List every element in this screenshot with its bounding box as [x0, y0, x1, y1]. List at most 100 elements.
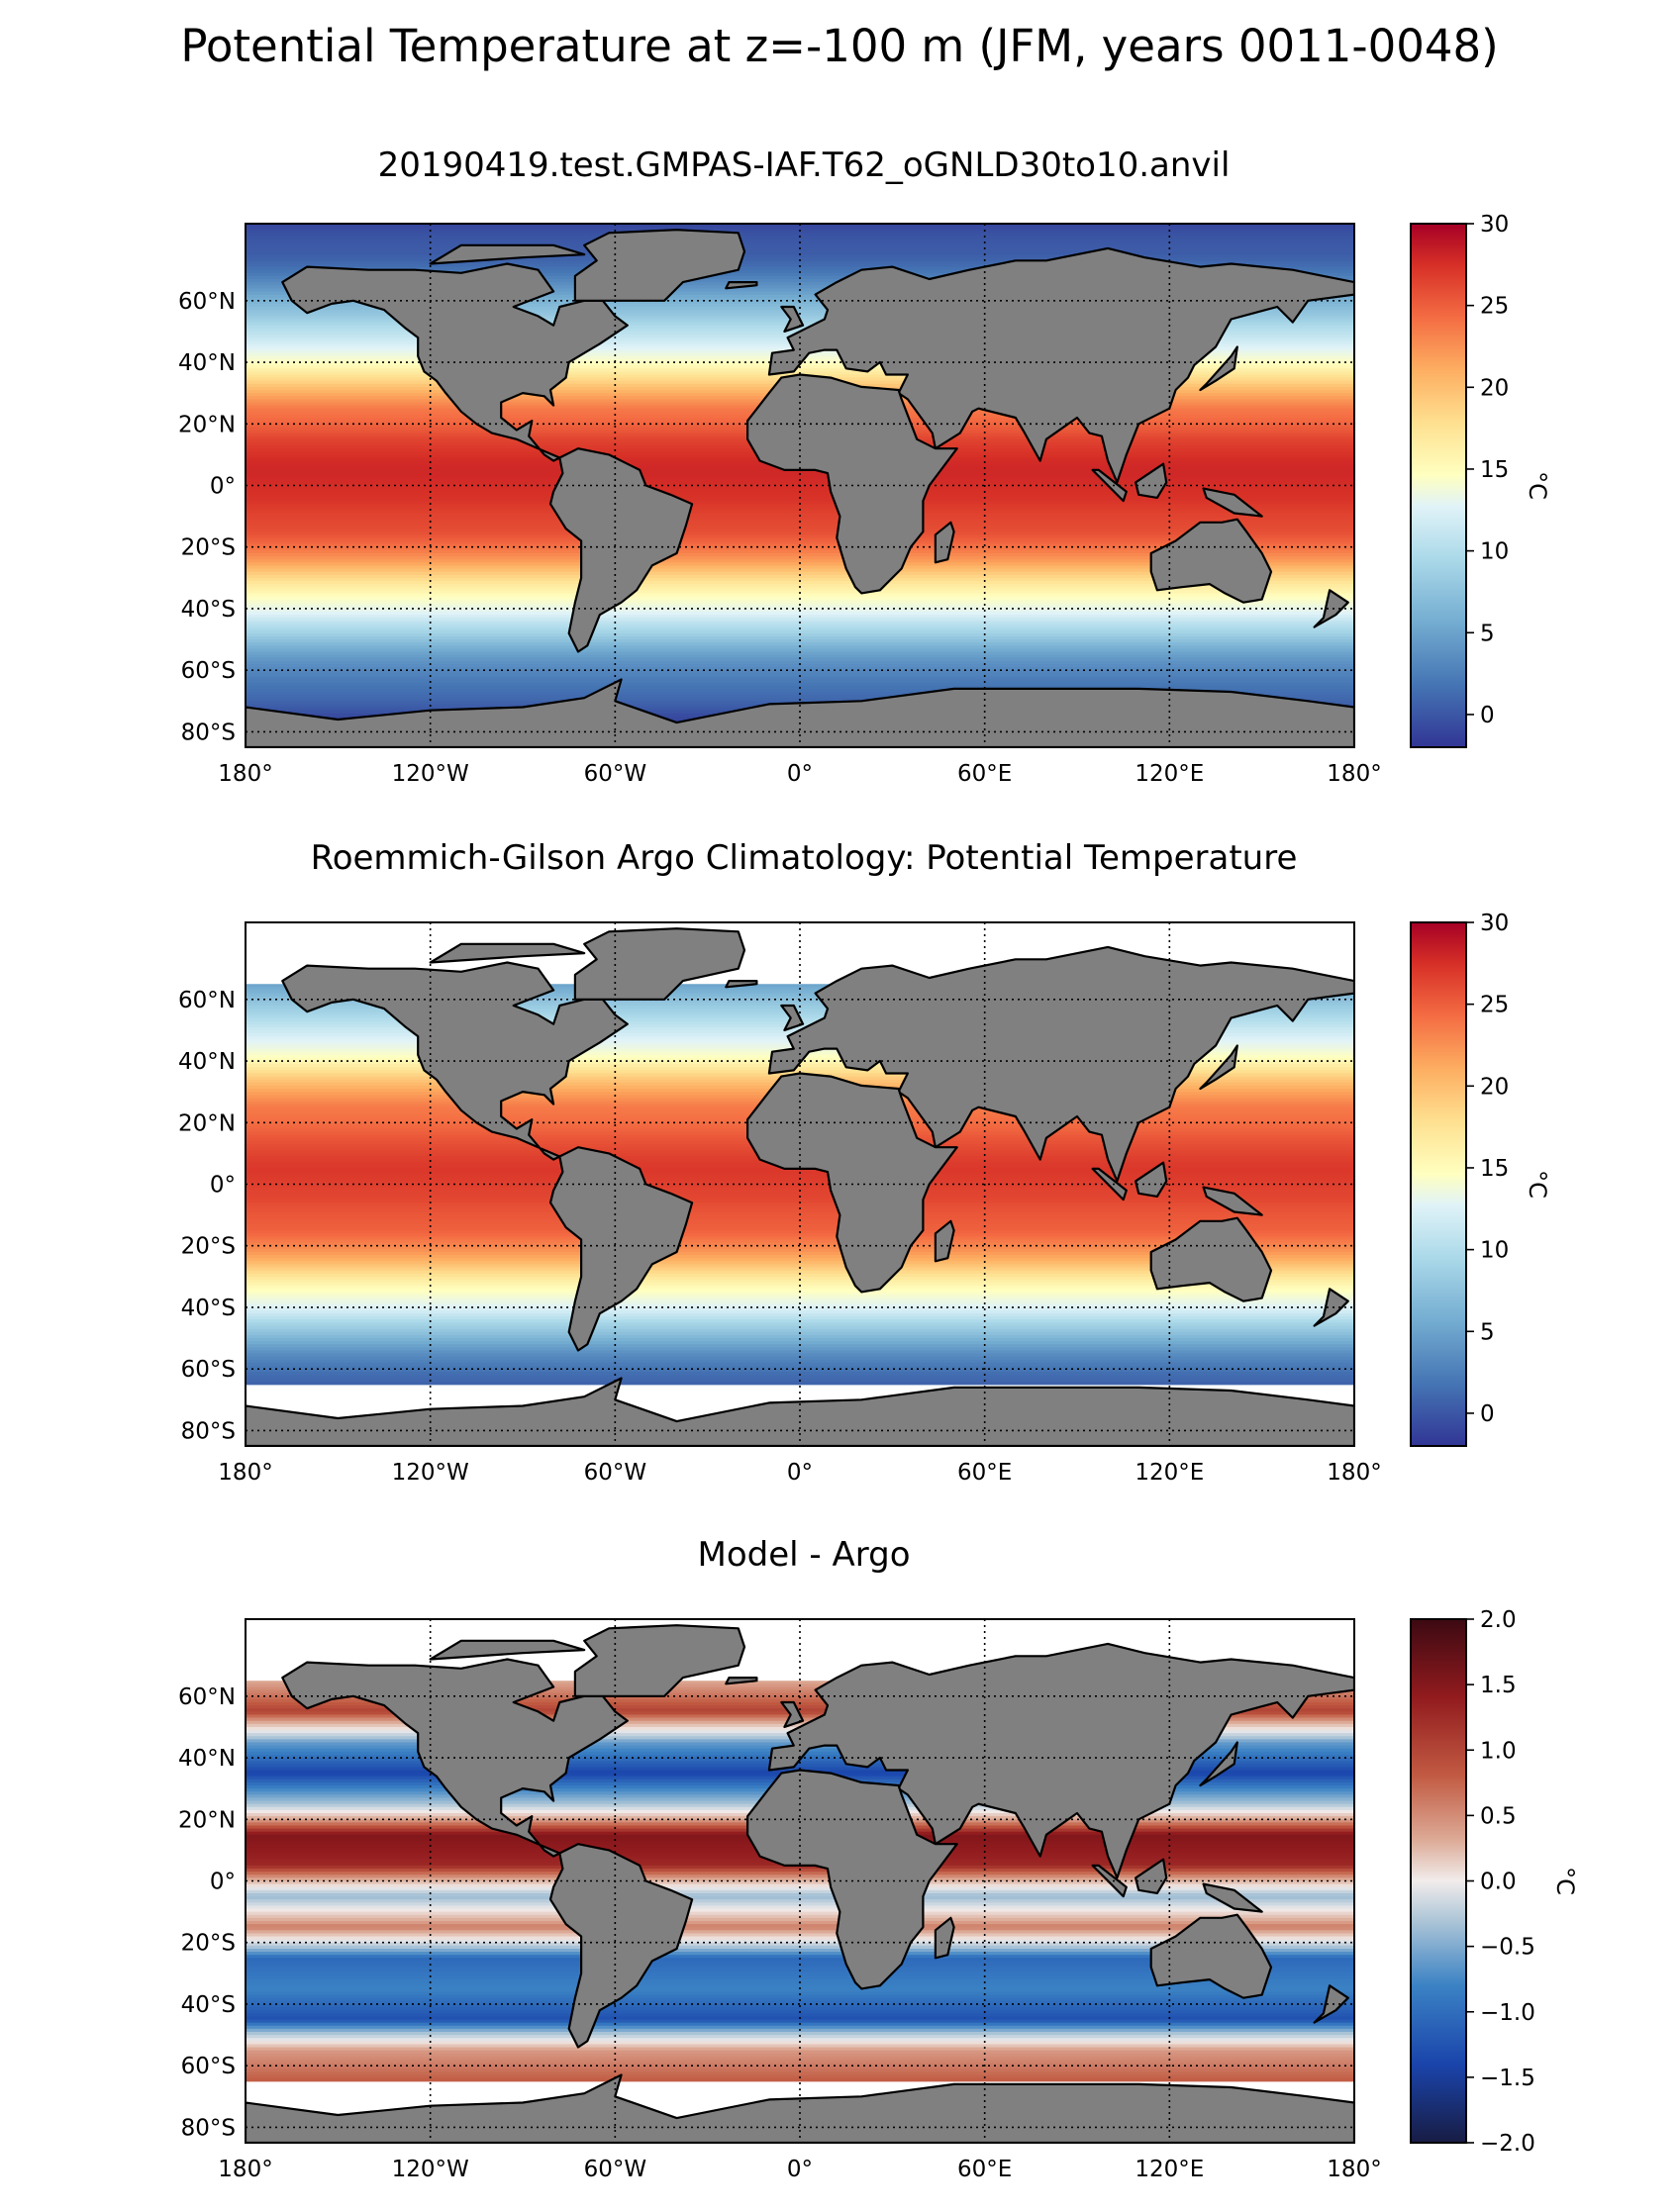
y-tick-label: 80°S: [181, 1418, 236, 1444]
land-polygon: [1313, 589, 1349, 628]
colorbar-tick-label: 0: [1480, 1401, 1495, 1427]
y-tick-label: 60°S: [181, 658, 236, 684]
land-polygon: [429, 1639, 586, 1661]
x-tick-label: 180°: [1327, 2157, 1381, 2182]
y-tick-label: 80°S: [181, 2115, 236, 2141]
x-tick-label: 120°W: [392, 2157, 469, 2182]
colorbar-tick-label: 20: [1480, 1074, 1509, 1100]
land-polygon: [767, 1642, 1354, 1879]
x-tick-label: 0°: [787, 2157, 813, 2182]
land-polygon: [934, 521, 955, 564]
colorbar-tick-label: 5: [1480, 1319, 1495, 1345]
land-polygon: [767, 246, 1354, 484]
panel-diff: Model - Argo 180° 120°W 60°W 0° 60°E 120°E 180…: [178, 1535, 1579, 2182]
x-tick-label: 180°: [1327, 1460, 1381, 1486]
ocean-field: [246, 1619, 1354, 2143]
colorbar: −2.0 −1.5 −1.0 −0.5 0.0 0.5 1.0 1.5 2.0 °C: [1410, 1607, 1579, 2157]
x-tick-label: 60°W: [584, 761, 647, 787]
land-polygon: [429, 243, 586, 265]
colorbar-tick-label: 25: [1480, 294, 1509, 320]
colorbar-tick-label: 5: [1480, 621, 1495, 646]
y-tick-label: 60°S: [181, 2054, 236, 2079]
land-polygon: [573, 1624, 746, 1697]
x-tick-label: 120°E: [1135, 2157, 1204, 2182]
map-area: 180° 120°W 60°W 0° 60°E 120°E 180° 80°S 60°S 40°S…: [178, 1618, 1382, 2182]
land-polygon: [1202, 487, 1263, 518]
map-frame: [245, 1618, 1355, 2144]
map-area: 180° 120°W 60°W 0° 60°E 120°E 180° 80°S 60°S 40°S…: [178, 223, 1382, 787]
x-tick-label: 60°E: [957, 1460, 1012, 1486]
colorbar-label: °C: [1524, 1170, 1551, 1199]
land-polygon: [1202, 1186, 1263, 1216]
colorbar-tick-label: −1.0: [1480, 2000, 1535, 2026]
y-tick-label: 0°: [210, 1173, 236, 1199]
x-tick-label: 180°: [218, 1460, 272, 1486]
colorbar-tick-label: 1.0: [1480, 1738, 1517, 1764]
y-tick-label: 40°N: [178, 350, 236, 376]
land-polygon: [1135, 462, 1168, 499]
colorbar-gradient: [1410, 223, 1467, 748]
colorbar-tick-label: 25: [1480, 993, 1509, 1018]
colorbar-tick-label: 30: [1480, 911, 1509, 936]
land-polygon: [1202, 1882, 1263, 1913]
x-tick-label: 60°E: [957, 2157, 1012, 2182]
colorbar-tick-label: 10: [1480, 539, 1509, 565]
y-tick-label: 0°: [210, 1870, 236, 1895]
x-tick-label: 180°: [218, 761, 272, 787]
colorbar-tick-label: 10: [1480, 1238, 1509, 1264]
land-polygon: [1091, 468, 1128, 503]
land-polygon: [246, 2073, 1354, 2143]
figure-suptitle: Potential Temperature at z=-100 m (JFM, …: [180, 20, 1498, 72]
land-polygon: [934, 1916, 955, 1960]
land-polygon: [725, 1677, 758, 1685]
land-polygon: [767, 945, 1354, 1183]
colorbar-tick-label: −2.0: [1480, 2131, 1535, 2157]
x-tick-label: 120°E: [1135, 761, 1204, 787]
x-tick-label: 0°: [787, 1460, 813, 1486]
y-tick-label: 20°N: [178, 412, 236, 437]
y-tick-label: 60°N: [178, 1684, 236, 1710]
land-polygon: [1199, 1044, 1238, 1091]
land-polygon: [1091, 1167, 1128, 1202]
colorbar: 0 5 10 15 20 25 30 °C: [1410, 212, 1551, 748]
land-polygon: [1199, 345, 1238, 392]
y-tick-label: 60°S: [181, 1357, 236, 1383]
x-tick-label: 180°: [218, 2157, 272, 2182]
colorbar-tick-label: 15: [1480, 457, 1509, 483]
panel-title: 20190419.test.GMPAS-IAF.T62_oGNLD30to10.…: [378, 145, 1231, 185]
colorbar-tick-label: 0.5: [1480, 1803, 1517, 1829]
y-tick-label: 40°S: [181, 1296, 236, 1321]
y-tick-label: 20°S: [181, 1234, 236, 1260]
land-polygon: [1149, 1216, 1273, 1302]
panel-title: Model - Argo: [698, 1535, 911, 1575]
y-tick-label: 40°N: [178, 1746, 236, 1772]
ocean-field: [246, 922, 1354, 1446]
colorbar-gradient: [1410, 921, 1467, 1447]
y-tick-label: 60°N: [178, 988, 236, 1013]
x-tick-label: 120°W: [392, 1460, 469, 1486]
colorbar: 0 5 10 15 20 25 30 °C: [1410, 911, 1551, 1447]
land-polygon: [246, 1377, 1354, 1446]
land-polygon: [1313, 1288, 1349, 1327]
land-polygon: [1135, 1858, 1168, 1894]
y-tick-label: 40°S: [181, 597, 236, 623]
colorbar-tick-label: 0: [1480, 703, 1495, 728]
colorbar-tick-label: 0.0: [1480, 1870, 1517, 1895]
land-polygon: [548, 447, 694, 653]
map-frame: [245, 921, 1355, 1447]
land-polygon: [429, 942, 586, 964]
ocean-field: [246, 224, 1354, 747]
map-frame: [245, 223, 1355, 748]
y-tick-label: 20°N: [178, 1110, 236, 1136]
panel-argo: Roemmich-Gilson Argo Climatology: Potent…: [178, 838, 1551, 1486]
y-tick-label: 20°S: [181, 535, 236, 561]
colorbar-tick-label: 30: [1480, 212, 1509, 238]
land-polygon: [934, 1219, 955, 1263]
x-tick-label: 120°E: [1135, 1460, 1204, 1486]
y-tick-label: 20°S: [181, 1931, 236, 1957]
land-polygon: [725, 281, 758, 290]
colorbar-tick-label: 20: [1480, 375, 1509, 401]
colorbar-tick-label: 1.5: [1480, 1673, 1517, 1698]
panel-title: Roemmich-Gilson Argo Climatology: Potent…: [311, 838, 1298, 878]
